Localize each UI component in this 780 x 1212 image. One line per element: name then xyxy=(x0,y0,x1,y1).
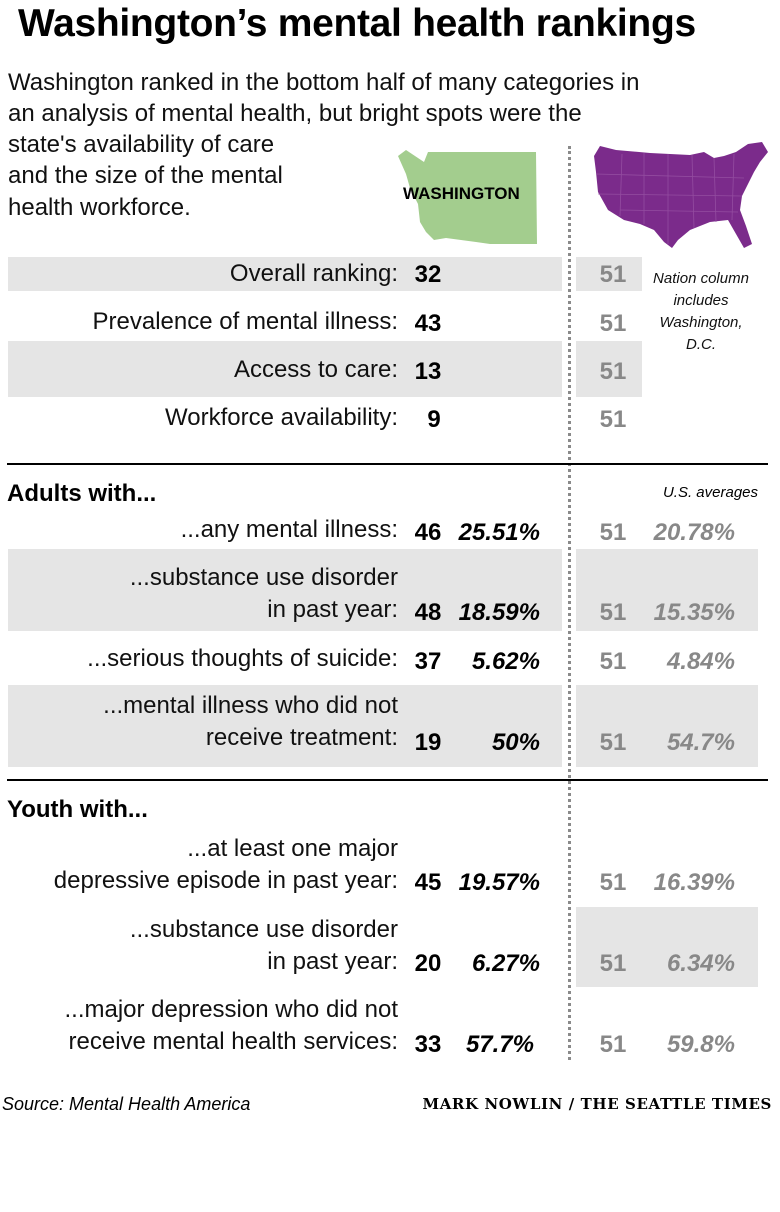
nation-note-line-1: Nation column xyxy=(653,270,749,287)
row-band xyxy=(576,549,758,631)
adults-any-illness-us-pct: 20.78% xyxy=(653,519,735,546)
intro-line-4: and the size of the mental xyxy=(8,162,283,189)
adults-substance-wa-rank: 48 xyxy=(414,599,442,626)
row-band xyxy=(8,549,562,631)
nation-note-line-4: D.C. xyxy=(686,336,716,353)
youth-substance-label-2: in past year: xyxy=(267,948,398,975)
us-map xyxy=(594,142,768,248)
us-averages-label: U.S. averages xyxy=(662,484,758,501)
youth-services-wa-pct: 57.7% xyxy=(465,1031,534,1058)
overall-ranking-wa-rank: 32 xyxy=(414,261,442,288)
adults-substance-label-1: ...substance use disorder xyxy=(129,564,398,591)
youth-depressive-us-pct: 16.39% xyxy=(653,869,735,896)
workforce-label: Workforce availability: xyxy=(165,404,398,431)
adults-suicide-us-pct: 4.84% xyxy=(666,648,735,675)
section-rule xyxy=(7,779,768,781)
intro-line-5: health workforce. xyxy=(8,194,191,221)
washington-map xyxy=(398,150,537,244)
youth-services-wa-rank: 33 xyxy=(414,1031,442,1058)
youth-substance-wa-rank: 20 xyxy=(414,950,442,977)
adults-substance-label-2: in past year: xyxy=(267,596,398,623)
row-band xyxy=(8,685,562,767)
adults-substance-us-pct: 15.35% xyxy=(653,599,735,626)
adults-substance-us-rank: 51 xyxy=(599,599,627,626)
adults-suicide-label: ...serious thoughts of suicide: xyxy=(87,645,398,672)
row-band xyxy=(576,907,758,987)
youth-depressive-label-1: ...at least one major xyxy=(187,835,398,862)
adults-any-illness-wa-pct: 25.51% xyxy=(458,519,540,546)
source-note: Source: Mental Health America xyxy=(2,1094,251,1114)
adults-untreated-us-rank: 51 xyxy=(599,729,627,756)
prevalence-label: Prevalence of mental illness: xyxy=(92,308,398,335)
prevalence-wa-rank: 43 xyxy=(414,310,442,337)
youth-services-label-1: ...major depression who did not xyxy=(64,996,398,1023)
access-us-rank: 51 xyxy=(599,358,627,385)
youth-depressive-wa-pct: 19.57% xyxy=(458,869,540,896)
nation-note-line-2: includes xyxy=(673,292,729,309)
adults-any-illness-wa-rank: 46 xyxy=(414,519,442,546)
access-wa-rank: 13 xyxy=(414,358,442,385)
youth-substance-wa-pct: 6.27% xyxy=(471,950,540,977)
youth-substance-us-pct: 6.34% xyxy=(666,950,735,977)
adults-any-illness-label: ...any mental illness: xyxy=(180,516,398,543)
row-band xyxy=(576,257,642,291)
workforce-us-rank: 51 xyxy=(599,406,627,433)
adults-untreated-label-2: receive treatment: xyxy=(205,724,398,751)
credit-line: MARK NOWLIN / THE SEATTLE TIMES xyxy=(422,1095,772,1113)
row-band xyxy=(576,685,758,767)
section-rule xyxy=(7,463,768,465)
nation-note-line-3: Washington, xyxy=(659,314,743,331)
adults-untreated-wa-rank: 19 xyxy=(414,729,442,756)
workforce-wa-rank: 9 xyxy=(427,406,441,433)
adults-suicide-wa-rank: 37 xyxy=(414,648,442,675)
page-title: Washington’s mental health rankings xyxy=(18,2,696,45)
youth-substance-us-rank: 51 xyxy=(599,950,627,977)
intro-line-1: Washington ranked in the bottom half of … xyxy=(8,69,640,96)
youth-services-us-rank: 51 xyxy=(599,1031,627,1058)
adults-untreated-wa-pct: 50% xyxy=(491,729,540,756)
adults-suicide-wa-pct: 5.62% xyxy=(471,648,540,675)
access-label: Access to care: xyxy=(233,356,398,383)
youth-depressive-us-rank: 51 xyxy=(599,869,627,896)
overall-ranking-label: Overall ranking: xyxy=(229,260,398,287)
row-band xyxy=(576,341,642,397)
adults-substance-wa-pct: 18.59% xyxy=(458,599,540,626)
youth-depressive-wa-rank: 45 xyxy=(414,869,442,896)
youth-services-label-2: receive mental health services: xyxy=(68,1028,398,1055)
row-band xyxy=(8,341,562,397)
adults-suicide-us-rank: 51 xyxy=(599,648,627,675)
washington-label: WASHINGTON xyxy=(403,184,520,203)
intro-line-3: state's availability of care xyxy=(8,131,275,158)
youth-services-us-pct: 59.8% xyxy=(666,1031,735,1058)
adults-heading: Adults with... xyxy=(7,480,157,507)
youth-heading: Youth with... xyxy=(7,796,148,823)
column-divider xyxy=(568,146,571,1060)
adults-any-illness-us-rank: 51 xyxy=(599,519,627,546)
prevalence-us-rank: 51 xyxy=(599,310,627,337)
intro-line-2: an analysis of mental health, but bright… xyxy=(8,100,582,127)
youth-substance-label-1: ...substance use disorder xyxy=(129,916,398,943)
row-band xyxy=(8,257,562,291)
overall-ranking-us-rank: 51 xyxy=(599,261,627,288)
adults-untreated-us-pct: 54.7% xyxy=(666,729,735,756)
adults-untreated-label-1: ...mental illness who did not xyxy=(103,692,398,719)
youth-depressive-label-2: depressive episode in past year: xyxy=(53,867,398,894)
